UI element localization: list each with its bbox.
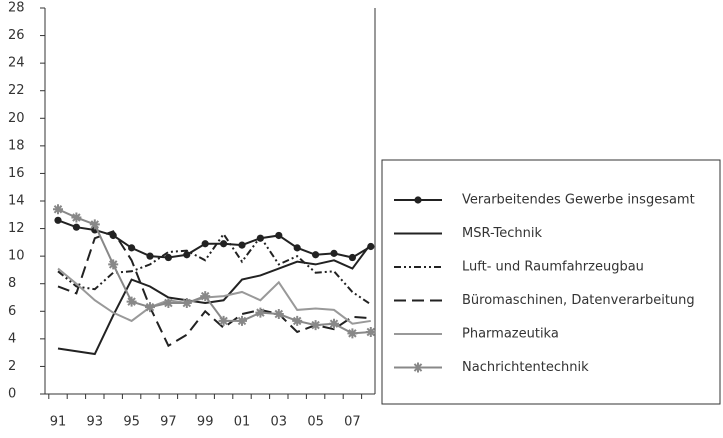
- point-marker: [126, 296, 137, 307]
- series-line: [57, 267, 371, 325]
- y-tick-label: 26: [8, 28, 25, 43]
- point-marker: [89, 219, 100, 230]
- point-marker: [365, 326, 376, 337]
- y-tick-label: 24: [8, 56, 25, 71]
- series-line: [57, 230, 371, 348]
- legend-label: Pharmazeutika: [462, 327, 559, 342]
- legend-label: Luft- und Raumfahrzeugbau: [462, 260, 644, 275]
- point-marker: [183, 251, 191, 259]
- point-marker: [71, 212, 82, 223]
- legend-marker: [413, 362, 423, 373]
- y-tick-label: 20: [8, 111, 25, 126]
- legend-label: Büromaschinen, Datenverarbeitung: [462, 293, 695, 308]
- point-marker: [293, 244, 301, 252]
- point-marker: [72, 223, 80, 231]
- point-marker: [255, 307, 266, 318]
- point-marker: [220, 240, 228, 248]
- y-tick-label: 28: [8, 1, 25, 16]
- x-tick-label: 05: [307, 415, 324, 430]
- point-marker: [128, 244, 136, 252]
- legend-marker: [414, 196, 422, 204]
- x-tick-label: 91: [50, 415, 67, 430]
- y-tick-label: 4: [8, 331, 16, 346]
- y-tick-label: 8: [8, 276, 16, 291]
- point-marker: [201, 240, 209, 248]
- point-marker: [292, 315, 303, 326]
- y-tick-label: 16: [8, 166, 25, 181]
- point-marker: [218, 315, 229, 326]
- point-marker: [275, 231, 283, 240]
- y-tick-label: 12: [8, 221, 25, 236]
- legend-label: Verarbeitendes Gewerbe insgesamt: [462, 193, 695, 208]
- point-marker: [163, 298, 174, 309]
- x-tick-label: 93: [87, 415, 104, 430]
- x-tick-label: 03: [271, 415, 288, 430]
- point-marker: [348, 253, 356, 262]
- point-marker: [329, 318, 339, 329]
- point-marker: [200, 291, 211, 302]
- y-tick-label: 14: [8, 194, 25, 209]
- y-tick-label: 0: [8, 387, 16, 402]
- point-marker: [238, 241, 246, 249]
- point-marker: [146, 252, 154, 260]
- point-marker: [237, 315, 247, 326]
- y-tick-label: 18: [8, 138, 25, 153]
- point-marker: [54, 216, 62, 224]
- point-marker: [181, 298, 192, 309]
- legend-label: Nachrichtentechnik: [462, 360, 589, 375]
- x-tick-label: 01: [234, 415, 251, 430]
- y-tick-label: 2: [8, 359, 16, 374]
- x-tick-label: 07: [344, 415, 361, 430]
- series-line: [57, 208, 371, 335]
- series-line: [57, 219, 372, 259]
- y-tick-label: 10: [8, 249, 25, 264]
- point-marker: [108, 259, 119, 270]
- point-marker: [53, 204, 63, 215]
- point-marker: [347, 328, 358, 339]
- x-tick-label: 95: [123, 415, 140, 430]
- legend-label: MSR-Technik: [462, 226, 542, 241]
- point-marker: [145, 302, 155, 313]
- x-tick-label: 97: [160, 415, 177, 430]
- point-marker: [310, 320, 321, 331]
- x-tick-label: 99: [197, 415, 214, 430]
- point-marker: [164, 253, 172, 262]
- series-line: [57, 243, 372, 356]
- y-tick-label: 6: [8, 304, 16, 319]
- point-marker: [273, 309, 284, 320]
- series-line: [57, 232, 372, 306]
- point-marker: [312, 251, 320, 259]
- y-tick-label: 22: [8, 83, 25, 98]
- point-marker: [330, 249, 338, 257]
- legend-box: [381, 159, 721, 405]
